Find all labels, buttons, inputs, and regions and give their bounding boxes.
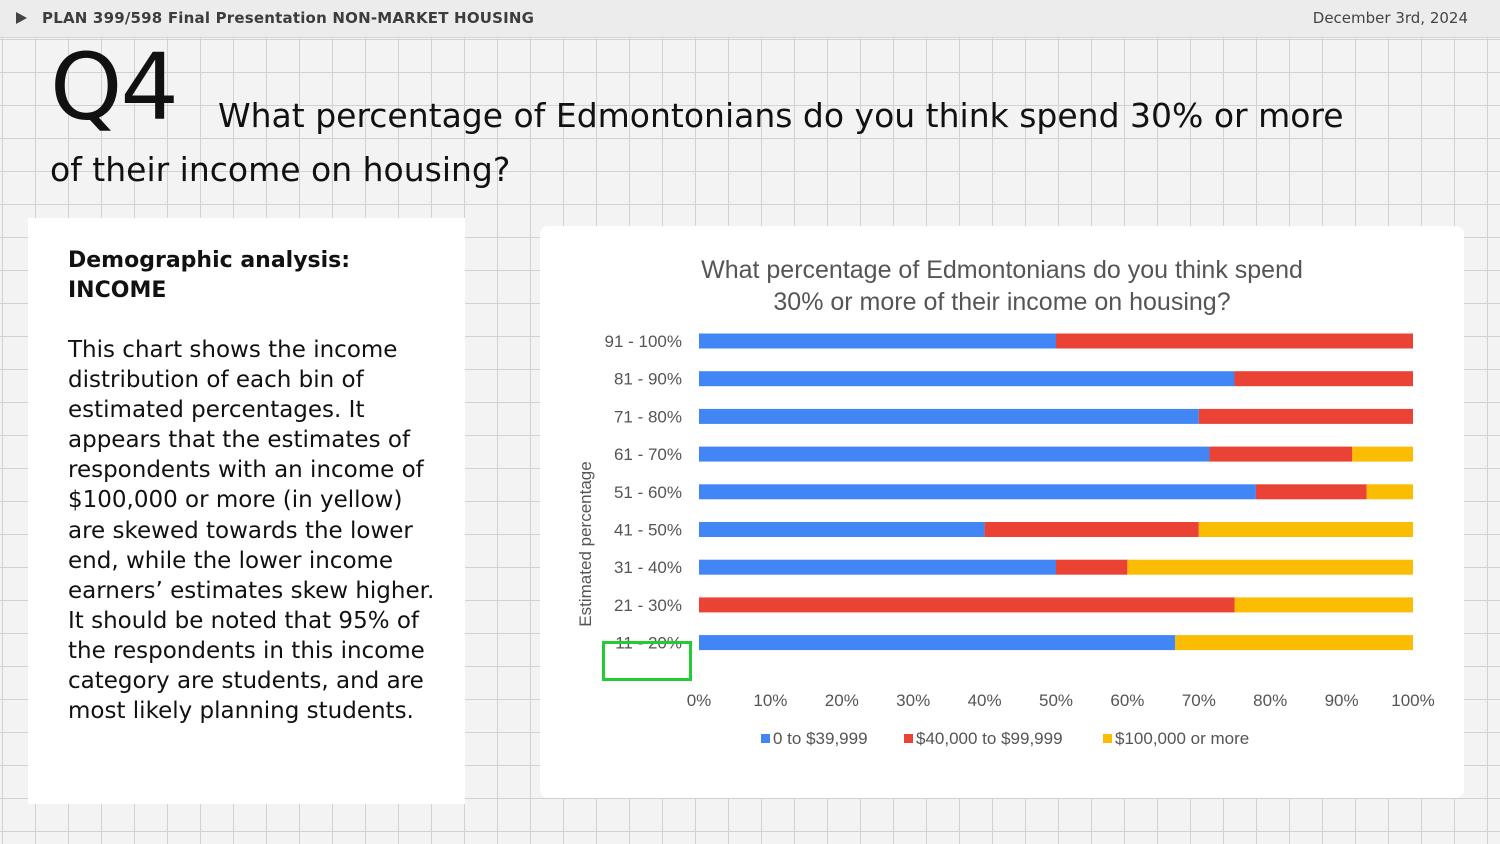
- bar-segment: [1175, 635, 1413, 651]
- category-label: 91 - 100%: [605, 332, 683, 351]
- bar-segment: [1127, 559, 1413, 575]
- analysis-card: Demographic analysis: INCOME This chart …: [28, 218, 465, 804]
- legend-swatch: [904, 734, 913, 743]
- x-tick-label: 60%: [1110, 691, 1144, 710]
- x-tick-label: 0%: [687, 691, 712, 710]
- legend-swatch: [761, 734, 770, 743]
- x-tick-label: 90%: [1325, 691, 1359, 710]
- x-tick-label: 80%: [1253, 691, 1287, 710]
- category-label: 31 - 40%: [614, 558, 682, 577]
- category-label: 81 - 90%: [614, 370, 682, 389]
- bar-segment: [699, 446, 1210, 462]
- bar-segment: [1056, 333, 1413, 349]
- x-tick-label: 50%: [1039, 691, 1073, 710]
- bar-segment: [1352, 446, 1413, 462]
- bar-segment: [699, 597, 1235, 613]
- x-tick-label: 20%: [825, 691, 859, 710]
- chart-card: What percentage of Edmontonians do you t…: [540, 226, 1464, 798]
- x-tick-label: 10%: [753, 691, 787, 710]
- analysis-body: This chart shows the income distribution…: [68, 337, 435, 725]
- bar-segment: [1209, 446, 1353, 462]
- chart-title-line-2: 30% or more of their income on housing?: [773, 288, 1231, 316]
- x-tick-label: 70%: [1182, 691, 1216, 710]
- bar-segment: [699, 333, 1056, 349]
- bar-segment: [1234, 597, 1413, 613]
- chart-title-line-1: What percentage of Edmontonians do you t…: [701, 256, 1303, 284]
- bar-segment: [699, 371, 1235, 387]
- question-text-line-1: What percentage of Edmontonians do you t…: [218, 96, 1344, 135]
- stacked-bar-chart: Estimated percentage 91 - 100% 81 - 90% 71 …: [576, 332, 1435, 748]
- analysis-heading: Demographic analysis: INCOME: [68, 246, 448, 306]
- category-label: 71 - 80%: [614, 407, 682, 426]
- y-axis-title: Estimated percentage: [576, 461, 595, 626]
- legend-label: $100,000 or more: [1115, 729, 1249, 748]
- bar-segment: [1366, 484, 1413, 500]
- question-number: Q4: [50, 34, 179, 141]
- chart-title: What percentage of Edmontonians do you t…: [540, 254, 1464, 318]
- bar-segment: [699, 484, 1256, 500]
- legend-label: $40,000 to $99,999: [916, 729, 1063, 748]
- category-label: 51 - 60%: [614, 483, 682, 502]
- category-label: 41 - 50%: [614, 521, 682, 540]
- x-tick-label: 30%: [896, 691, 930, 710]
- bar-segment: [699, 408, 1199, 424]
- legend-label: 0 to $39,999: [773, 729, 868, 748]
- bar-segment: [1056, 559, 1128, 575]
- bar-segment: [1198, 408, 1413, 424]
- bar-segment: [1234, 371, 1413, 387]
- category-highlight-box: [602, 641, 692, 681]
- analysis-heading-line-1: Demographic analysis:: [68, 248, 351, 273]
- x-tick-label: 100%: [1391, 691, 1434, 710]
- bar-segment: [699, 522, 985, 537]
- legend-swatch: [1103, 734, 1112, 743]
- bar-segment: [1255, 484, 1367, 500]
- question-text-line-2: of their income on housing?: [50, 150, 511, 189]
- analysis-heading-line-2: INCOME: [68, 278, 167, 303]
- bar-segment: [699, 635, 1176, 651]
- deck-title: PLAN 399/598 Final Presentation NON-MARK…: [42, 9, 535, 27]
- category-label: 61 - 70%: [614, 445, 682, 464]
- category-label: 21 - 30%: [614, 596, 682, 615]
- presentation-header-bar: PLAN 399/598 Final Presentation NON-MARK…: [0, 0, 1500, 38]
- bar-segment: [984, 522, 1199, 537]
- bar-segment: [699, 559, 1056, 575]
- x-tick-label: 40%: [968, 691, 1002, 710]
- presentation-date: December 3rd, 2024: [1312, 9, 1468, 27]
- play-icon[interactable]: [16, 12, 27, 24]
- bar-segment: [1198, 522, 1413, 537]
